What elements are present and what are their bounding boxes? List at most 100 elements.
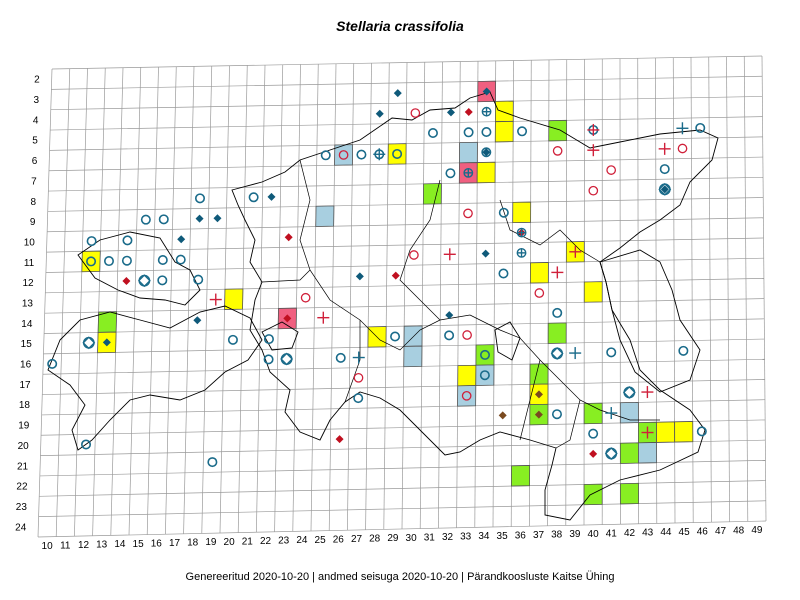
grid-cell-green [510,465,531,487]
marker-circle-blue [481,126,492,137]
grid-line-vertical [419,62,426,529]
marker-diamond-blue [446,108,455,117]
marker-circle-red [534,288,545,298]
marker-diamond-red [335,435,344,444]
grid-line-horizontal [50,96,763,111]
row-label: 6 [32,156,38,167]
grid-cell-blue [459,141,478,164]
grid-line-vertical [690,57,694,523]
marker-circle-red [300,292,311,303]
grid-cell-yellow [224,288,244,310]
column-label: 20 [224,537,236,548]
grid-cell-yellow [494,120,514,143]
column-label: 31 [424,532,436,543]
marker-circle-blue [481,147,492,158]
grid-line-vertical [256,65,266,533]
marker-circle-red [588,185,599,196]
row-label: 13 [22,299,34,310]
marker-diamond-circle-diamond [137,274,151,288]
marker-circle-blue [392,148,403,159]
marker-circle-red [410,108,421,118]
marker-circle-red [462,330,472,340]
column-label: 48 [733,526,745,537]
column-label: 16 [151,538,163,549]
marker-circle-blue [175,254,186,265]
marker-circle-blue [158,214,169,225]
marker-circle-blue [86,256,97,267]
grid-line-horizontal [41,399,765,416]
grid-cell-green [583,402,603,425]
marker-diamond-red [122,277,131,286]
marker-circle-blue [479,349,490,360]
marker-circle-blue [140,214,151,225]
map-title: Stellaria crassifolia [336,18,464,34]
column-label: 18 [187,538,199,549]
marker-circle-blue [157,275,168,286]
row-label: 16 [20,360,32,371]
marker-circle-blue [695,122,706,133]
column-label: 13 [96,540,108,551]
grid-cell-blue [403,345,423,368]
grid-cell-yellow [512,201,532,224]
marker-circle-blue [678,345,689,356]
marker-diamond-brown [534,390,543,399]
grid-line-horizontal [48,176,764,192]
row-label: 2 [34,75,40,86]
row-label: 3 [34,95,40,106]
row-label: 21 [17,461,29,472]
column-label: 37 [533,530,545,541]
marker-circle-red [409,250,419,260]
row-label: 20 [18,441,30,452]
column-label: 30 [406,533,418,544]
grid-cell-yellow [583,281,603,303]
grid-line-vertical [456,61,461,528]
marker-circle-blue [517,126,528,137]
estonia-outline [47,91,719,521]
marker-diamond-blue [482,87,491,96]
marker-circle-blue [86,236,97,247]
marker-circle-blue [47,358,58,369]
grid-cell-green [583,483,603,506]
marker-diamond-blue [481,249,490,258]
grid-line-vertical [310,64,319,532]
marker-diamond-circle-ring [605,447,618,460]
marker-circle-blue [659,164,670,175]
column-label: 25 [315,535,327,546]
column-label: 38 [551,530,563,541]
marker-diamond-circle-diamond [658,182,672,196]
marker-circle-blue [320,150,331,161]
marker-circle-blue [498,268,509,279]
marker-circle-blue [335,352,346,363]
grid-cell-green [422,183,442,205]
grid-cell-yellow [457,364,477,387]
marker-diamond-circle-ring [82,336,95,349]
footer-org: Pärandkoosluste Kaitse Ühing [467,571,615,583]
column-label: 40 [588,529,600,540]
marker-diamond-circle-ring [551,347,564,360]
grid-line-horizontal [47,217,764,233]
column-label: 35 [497,531,509,542]
footer-separator: | [312,571,315,583]
grid-line-vertical [347,63,355,531]
grid-line-vertical [92,68,106,536]
grid-line-horizontal [42,379,765,395]
grid-line-horizontal [51,75,763,90]
row-label: 24 [15,522,27,533]
column-label: 27 [351,534,363,545]
marker-circle-blue [551,409,562,420]
grid-line-vertical [274,64,284,532]
grid-line-vertical [743,56,749,522]
grid-cell-green [475,344,495,366]
marker-circle-blue [427,127,438,138]
vortsjarv-outline [494,321,521,361]
marker-diamond-blue [482,148,491,157]
grid-line-horizontal [51,55,763,70]
grid-cell-yellow [494,100,514,123]
marker-diamond-red [391,271,400,280]
marker-diamond-brown [534,410,543,419]
column-label: 11 [60,540,71,551]
marker-circle-red [338,150,349,160]
grid-line-horizontal [45,278,764,294]
grid-line-horizontal [46,237,764,253]
